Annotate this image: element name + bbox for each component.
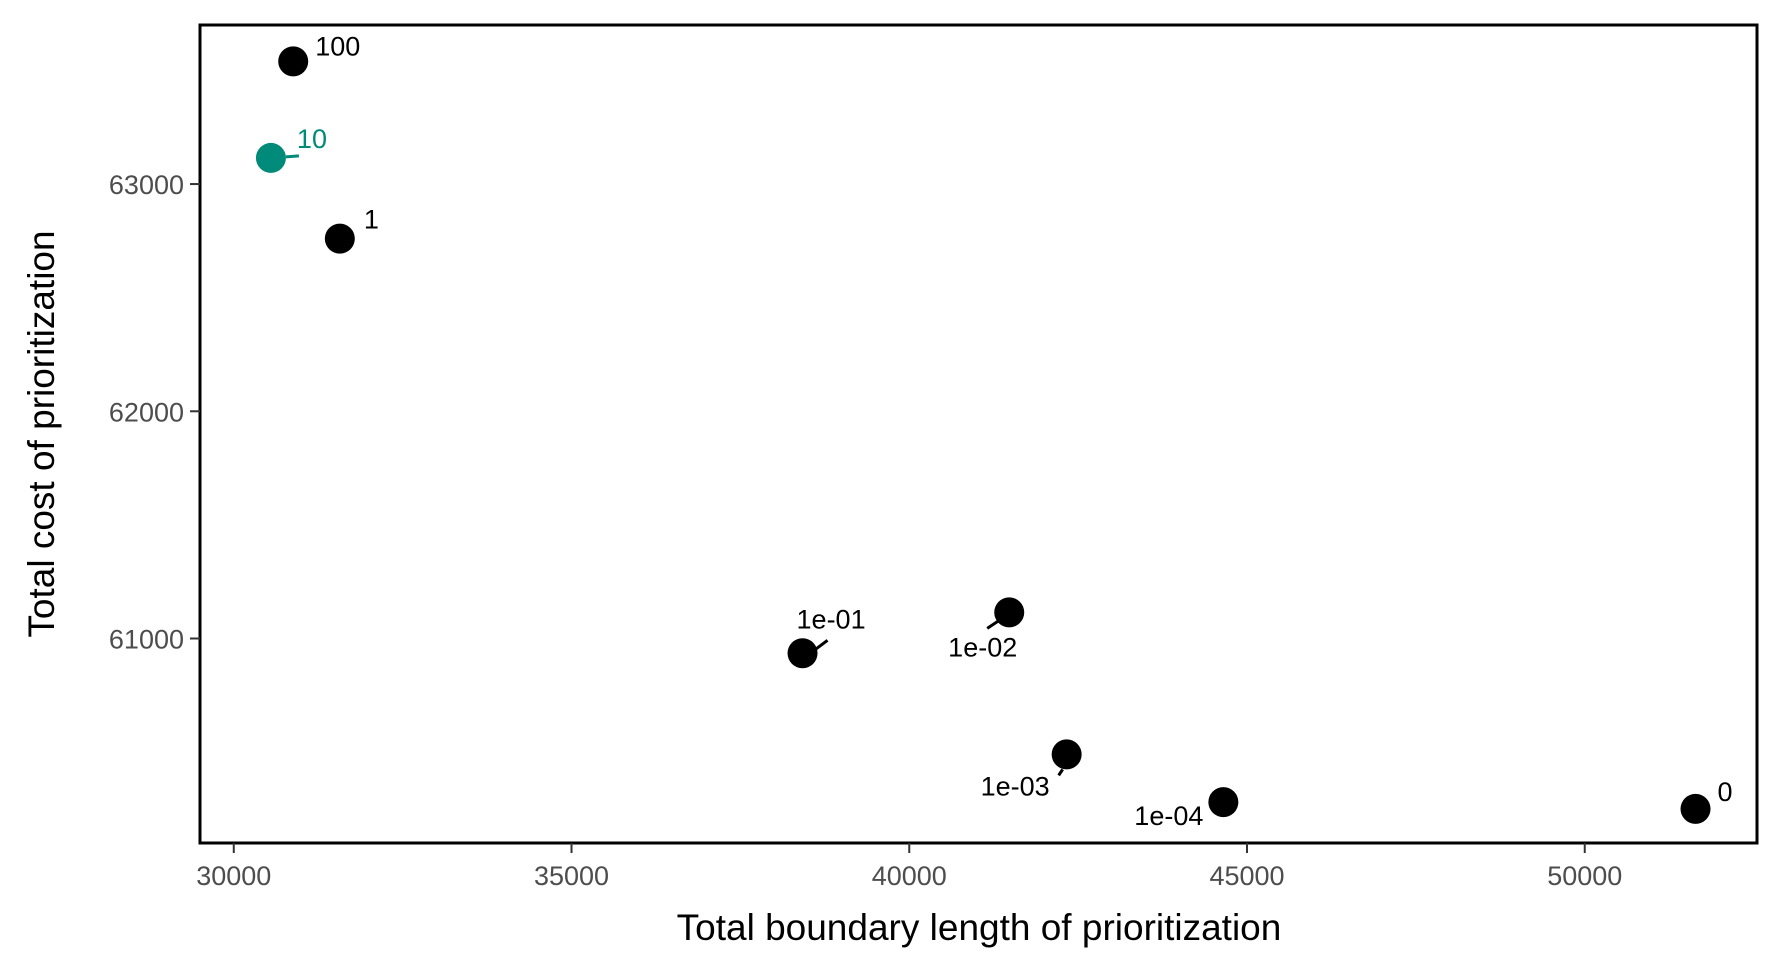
point-label: 10 [297, 124, 327, 154]
point-label: 1e-04 [1134, 801, 1203, 831]
point-label: 1e-01 [797, 604, 866, 634]
data-point [1051, 739, 1082, 770]
x-tick-label: 35000 [534, 861, 609, 891]
label-leader-line [814, 639, 829, 651]
point-label: 1 [364, 205, 379, 235]
plot-panel [198, 23, 1759, 845]
y-tick-label: 63000 [109, 170, 184, 200]
label-leader-line [986, 619, 1001, 630]
point-label: 1e-02 [948, 632, 1017, 662]
data-points [255, 46, 1711, 824]
data-point [994, 597, 1025, 628]
data-point [1680, 793, 1711, 824]
label-leader-lines [285, 154, 1064, 777]
data-point [278, 46, 309, 77]
y-tick-label: 62000 [109, 397, 184, 427]
data-point [1208, 787, 1239, 818]
x-tick-label: 40000 [872, 861, 947, 891]
point-labels: 100 10 1 1e-01 1e-02 1e-03 1e-04 0 [297, 31, 1733, 831]
x-tick-label: 50000 [1547, 861, 1622, 891]
label-leader-line [285, 154, 300, 159]
x-tick-label: 45000 [1209, 861, 1284, 891]
x-axis-title: Total boundary length of prioritization [677, 907, 1282, 948]
y-axis-title: Total cost of prioritization [21, 230, 62, 637]
point-label: 0 [1718, 777, 1733, 807]
y-axis: 61000 62000 63000 [109, 170, 200, 655]
label-leader-line [1057, 768, 1064, 777]
data-point [255, 142, 286, 173]
x-axis: 30000 35000 40000 45000 50000 [196, 843, 1622, 891]
x-tick-label: 30000 [196, 861, 271, 891]
point-label: 100 [315, 31, 360, 61]
data-point [787, 638, 818, 669]
point-label: 1e-03 [981, 771, 1050, 801]
data-point [324, 223, 355, 254]
y-tick-label: 61000 [109, 625, 184, 655]
